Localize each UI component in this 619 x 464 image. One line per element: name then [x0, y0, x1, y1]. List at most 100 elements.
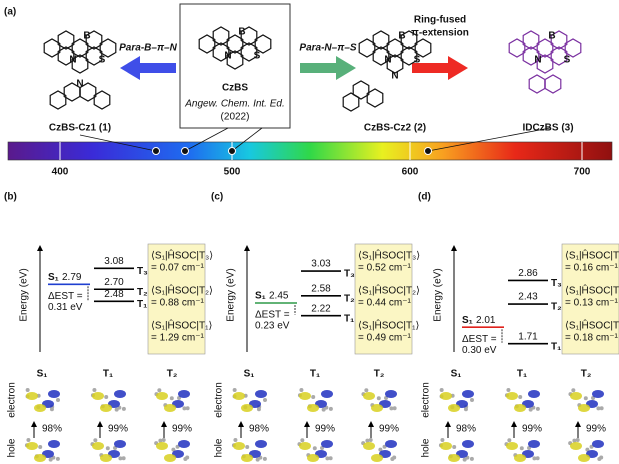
atom: [26, 438, 30, 442]
soc-value: = 0.07 cm⁻¹: [151, 263, 204, 274]
orbital-lobe: [462, 390, 474, 398]
atom: [170, 396, 174, 400]
orbital-lobe: [241, 454, 253, 462]
atom: [233, 388, 237, 392]
t-label: T₃: [137, 266, 148, 277]
atom: [392, 455, 396, 459]
atom-label: B: [398, 31, 405, 42]
percent: 99%: [522, 424, 542, 435]
atom: [470, 457, 474, 461]
t-label: T₂: [344, 293, 355, 304]
atom: [584, 396, 588, 400]
atom: [186, 406, 190, 410]
t-label: T₁: [137, 299, 147, 310]
atom: [122, 407, 126, 411]
orbital-lobe: [385, 440, 397, 448]
orbital-lobe: [506, 392, 518, 400]
orbital-lobe: [363, 442, 375, 450]
soc-value: = 0.49 cm⁻¹: [358, 333, 411, 344]
row-label: hole: [214, 438, 225, 457]
orbital-lobe: [26, 392, 38, 400]
year: (2022): [221, 112, 250, 123]
atom: [313, 446, 317, 450]
orbital-lobe: [34, 404, 46, 412]
arrow-label: Para-B–π–N: [119, 43, 177, 54]
orbital-lobe: [570, 442, 582, 450]
atom: [600, 406, 604, 410]
t-value: 2.48: [104, 289, 124, 300]
percent: 98%: [249, 424, 269, 435]
ring: [529, 75, 545, 93]
delta-value: 0.31 eV: [48, 302, 83, 313]
percent: 98%: [42, 424, 62, 435]
atom: [38, 445, 42, 449]
percent: 99%: [108, 424, 128, 435]
nto-header: S₁: [451, 369, 462, 380]
s1-label: S₁: [462, 315, 473, 326]
orbital-lobe: [34, 454, 46, 462]
percent: 99%: [379, 424, 399, 435]
nto-header: T₂: [581, 369, 592, 380]
atom-label: S: [254, 51, 261, 62]
atom: [470, 398, 474, 402]
atom: [311, 395, 315, 399]
orbital-lobe: [255, 440, 267, 448]
spectrum-tick-label: 700: [574, 167, 591, 178]
atom: [452, 445, 456, 449]
panel-label: (a): [4, 7, 16, 18]
atom: [369, 438, 373, 442]
row-label: hole: [7, 438, 18, 457]
atom: [393, 406, 397, 410]
atom-label: N: [391, 71, 398, 82]
delta-value: 0.30 eV: [462, 345, 497, 356]
spectrum-tick-label: 600: [402, 167, 419, 178]
atom: [329, 407, 333, 411]
orbital-lobe: [448, 404, 460, 412]
molecule-name: CzBS-Cz1 (1): [49, 123, 111, 134]
orbital-lobe: [385, 390, 397, 398]
atom: [185, 455, 189, 459]
atom: [56, 457, 60, 461]
delta-label: ΔEST =: [48, 291, 83, 302]
t-label: T₁: [551, 341, 561, 352]
atom-label: B: [548, 31, 555, 42]
t-label: T₂: [137, 287, 148, 298]
molecule-name: CzBS-Cz2 (2): [364, 123, 426, 134]
atom: [245, 445, 249, 449]
percent: 98%: [456, 424, 476, 435]
orbital-lobe: [299, 442, 311, 450]
orbital-lobe: [114, 440, 126, 448]
soc-value: = 0.13 cm⁻¹: [565, 298, 618, 309]
ring: [367, 89, 383, 107]
arrow-label: π-extension: [411, 28, 469, 39]
soc-term: ⟨S₁|ĤSOC|T₂⟩: [565, 284, 619, 297]
percent: 99%: [315, 424, 335, 435]
atom: [56, 398, 60, 402]
ring: [359, 39, 375, 57]
soc-term: ⟨S₁|ĤSOC|T₁⟩: [358, 319, 420, 332]
marker-dot: [425, 148, 432, 155]
t-value: 2.22: [311, 303, 331, 314]
axis-label: Energy (eV): [433, 268, 444, 321]
atom: [576, 438, 580, 442]
atom: [106, 446, 110, 450]
orbital-lobe: [92, 442, 104, 450]
orbital-lobe: [307, 454, 319, 462]
atom-label: N: [224, 51, 231, 62]
s1-value: 2.45: [269, 291, 289, 302]
orbital-lobe: [255, 390, 267, 398]
atom-label: N: [69, 55, 76, 66]
orbital-lobe: [321, 390, 333, 398]
marker-dot: [182, 148, 189, 155]
atom: [104, 395, 108, 399]
t-label: T₁: [344, 313, 354, 324]
atom: [263, 457, 267, 461]
soc-value: = 0.88 cm⁻¹: [151, 298, 204, 309]
figure: (a)BNSNCzBS-Cz1 (1)BNSCzBSBNSNCzBS-Cz2 (…: [0, 0, 619, 464]
atom: [157, 388, 161, 392]
row-label: electron: [214, 382, 225, 418]
soc-value: = 1.29 cm⁻¹: [151, 333, 204, 344]
atom: [506, 388, 510, 392]
atom-label: B: [83, 31, 90, 42]
arrow-left: [120, 56, 176, 80]
